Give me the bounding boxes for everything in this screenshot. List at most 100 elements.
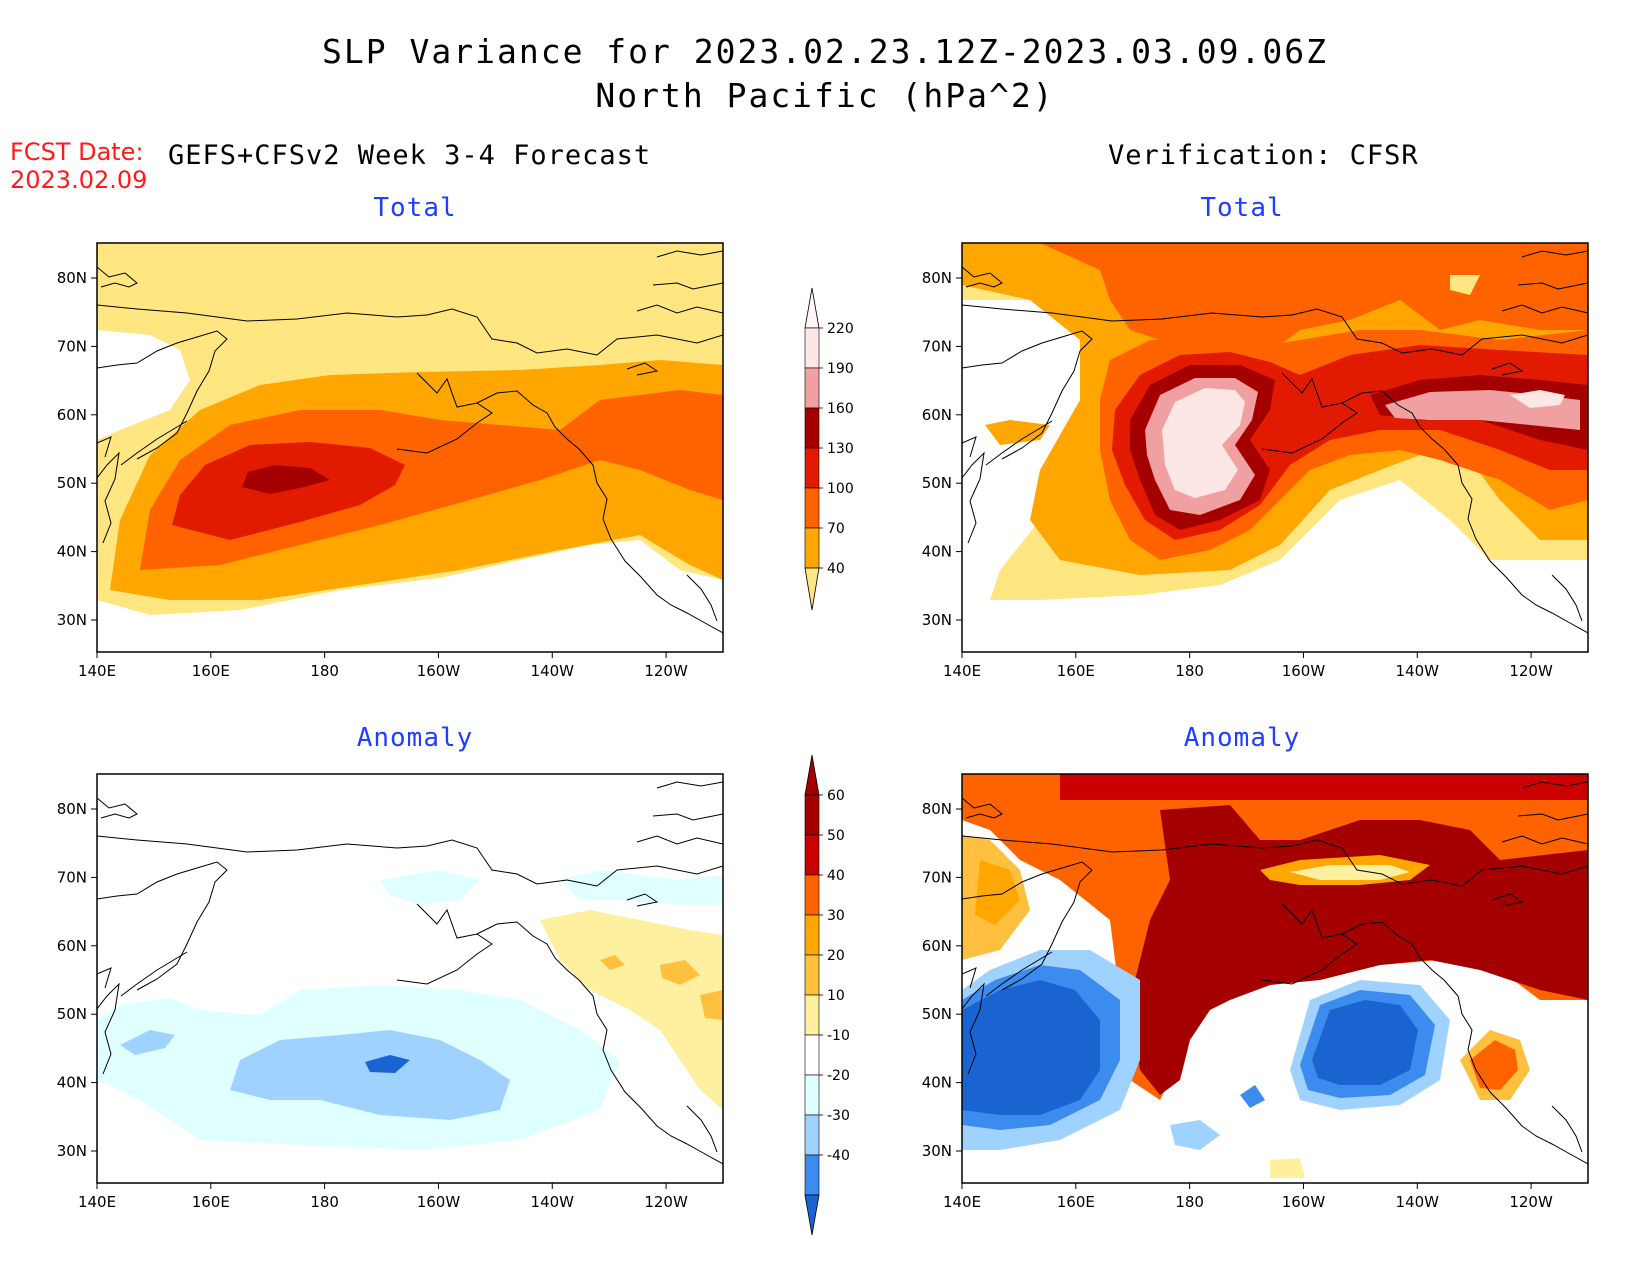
colorbar-band (804, 794, 820, 836)
lon-tick-label: 140E (78, 1193, 116, 1211)
colorbar-label: 160 (827, 401, 854, 417)
colorbar-band (804, 914, 820, 956)
lat-tick-label: 50N (57, 474, 87, 492)
colorbar-label: 190 (827, 361, 854, 377)
colorbar-label: 100 (827, 481, 854, 497)
map-frame (96, 773, 724, 1184)
colorbar-bottom-cap (804, 1194, 820, 1236)
main-title: SLP Variance for 2023.02.23.12Z-2023.03.… (322, 32, 1328, 71)
lon-tick-label: 140W (531, 662, 575, 680)
lat-tick-label: 40N (922, 1074, 952, 1092)
colorbar-label: 30 (827, 908, 845, 924)
lon-tick-label: 180 (1175, 1193, 1204, 1211)
lat-tick-label: 30N (922, 611, 952, 629)
lat-tick-label: 50N (922, 474, 952, 492)
lon-tick-label: 160W (417, 1193, 461, 1211)
lat-tick-label: 60N (57, 937, 87, 955)
lat-tick-label: 40N (922, 543, 952, 561)
map-forecast-anomaly (96, 773, 724, 1184)
colorbar-top-cap (804, 754, 820, 796)
colorbar-label: -30 (827, 1108, 850, 1124)
lat-tick-label: 30N (922, 1142, 952, 1160)
colorbar-band (804, 994, 820, 1036)
lat-tick-label: 50N (922, 1005, 952, 1023)
colorbar-band (804, 487, 820, 529)
lon-tick-label: 160E (192, 1193, 230, 1211)
lat-tick-label: 50N (57, 1005, 87, 1023)
colorbar-total: 220 190 160 130 100 70 40 (804, 287, 854, 611)
lat-tick-label: 40N (57, 1074, 87, 1092)
colorbar-anomaly: 60 50 40 30 20 10 -10 -20 -30 -40 (804, 754, 850, 1236)
lon-tick-label: 120W (644, 662, 688, 680)
axes-layer: 140E 160E 180 160W 140W 120W 80N 70N 60N 50N 40N 30… (57, 269, 1553, 1211)
lat-tick-label: 70N (57, 337, 87, 355)
map-frame (96, 242, 724, 653)
lat-tick-label: 80N (922, 800, 952, 818)
lat-tick-label: 30N (57, 1142, 87, 1160)
lon-tick-label: 120W (1509, 662, 1553, 680)
colorbar-label: 60 (827, 788, 845, 804)
colorbar-band (804, 447, 820, 489)
forecast-date: FCST Date: 2023.02.09 (10, 138, 147, 194)
colorbar-label: 130 (827, 441, 854, 457)
lon-tick-label: 140E (943, 1193, 981, 1211)
lon-tick-label: 180 (310, 1193, 339, 1211)
panel-title-top-right: Total (1200, 193, 1284, 223)
map-verification-anomaly (961, 773, 1589, 1184)
colorbar-label: 220 (827, 321, 854, 337)
colorbar-band (804, 327, 820, 369)
colorbar-label: 10 (827, 988, 845, 1004)
colorbar-band (804, 1114, 820, 1156)
lon-tick-label: 160E (1057, 1193, 1095, 1211)
lon-tick-label: 160W (417, 662, 461, 680)
lon-tick-label: 180 (1175, 662, 1204, 680)
lat-tick-label: 60N (922, 937, 952, 955)
colorbar-label: -40 (827, 1148, 850, 1164)
lon-tick-label: 180 (310, 662, 339, 680)
colorbar-label: 70 (827, 521, 845, 537)
lon-tick-label: 140E (943, 662, 981, 680)
map-verification-total (961, 242, 1589, 653)
panel-title-bottom-left: Anomaly (356, 723, 474, 753)
colorbar-top-cap (804, 287, 820, 329)
right-column-heading: Verification: CFSR (1108, 140, 1419, 171)
colorbar-band (804, 1034, 820, 1076)
colorbar-bottom-cap (804, 567, 820, 611)
forecast-date-value: 2023.02.09 (10, 166, 148, 194)
lon-tick-label: 140W (1396, 1193, 1440, 1211)
colorbar-band (804, 407, 820, 449)
lat-tick-label: 40N (57, 543, 87, 561)
lat-tick-label: 80N (922, 269, 952, 287)
colorbar-label: 40 (827, 561, 845, 577)
colorbar-band (804, 1074, 820, 1116)
panel-title-bottom-right: Anomaly (1183, 723, 1301, 753)
panel-title-top-left: Total (373, 193, 457, 223)
lon-tick-label: 140W (1396, 662, 1440, 680)
lon-tick-label: 160W (1282, 662, 1326, 680)
left-column-heading: GEFS+CFSv2 Week 3-4 Forecast (168, 140, 652, 171)
lon-tick-label: 140E (78, 662, 116, 680)
colorbar-band (804, 954, 820, 996)
colorbar-band (804, 527, 820, 569)
map-frame (961, 242, 1589, 653)
lat-tick-label: 80N (57, 269, 87, 287)
lat-tick-label: 30N (57, 611, 87, 629)
main-subtitle: North Pacific (hPa^2) (595, 76, 1055, 115)
lat-tick-label: 80N (57, 800, 87, 818)
colorbar-label: -20 (827, 1068, 850, 1084)
forecast-date-label: FCST Date: (10, 138, 144, 166)
lon-tick-label: 160E (192, 662, 230, 680)
lon-tick-label: 140W (531, 1193, 575, 1211)
lon-tick-label: 160E (1057, 662, 1095, 680)
lat-tick-label: 60N (922, 406, 952, 424)
colorbar-label: -10 (827, 1028, 850, 1044)
colorbar-band (804, 367, 820, 409)
lat-tick-label: 70N (922, 337, 952, 355)
colorbar-band (804, 874, 820, 916)
lon-tick-label: 160W (1282, 1193, 1326, 1211)
map-frame (961, 773, 1589, 1184)
colorbar-band (804, 834, 820, 876)
lat-tick-label: 70N (57, 868, 87, 886)
lon-tick-label: 120W (644, 1193, 688, 1211)
